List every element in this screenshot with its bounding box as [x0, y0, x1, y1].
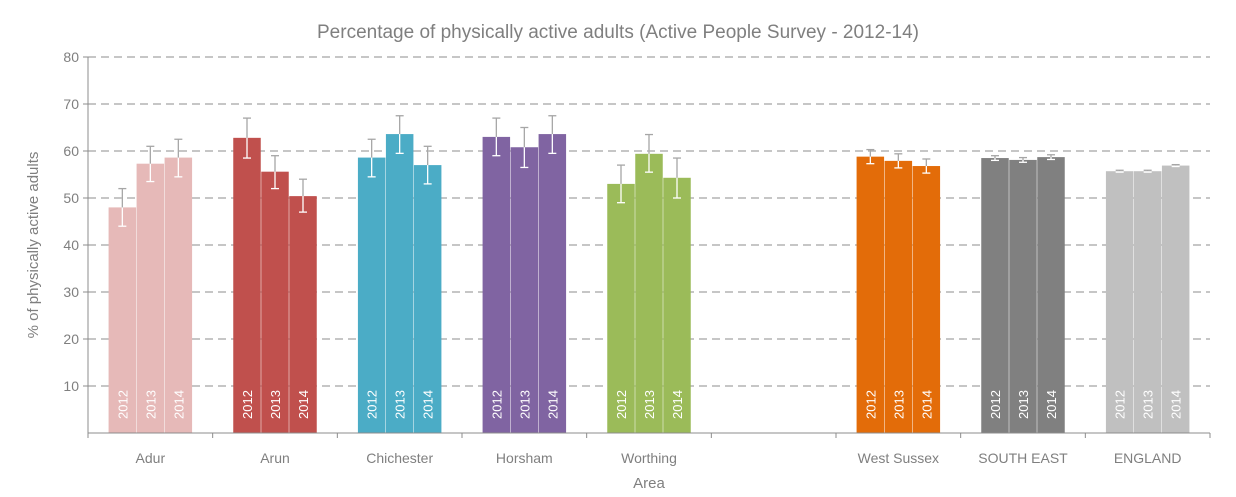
bar-year-label: 2012: [115, 390, 130, 419]
bar: [510, 147, 539, 434]
y-tick-label: 50: [63, 190, 79, 206]
bar-year-label: 2012: [863, 390, 878, 419]
bar: [856, 156, 885, 433]
bar-year-label: 2014: [1169, 390, 1184, 419]
y-tick-label: 10: [63, 378, 79, 394]
category-label: ENGLAND: [1114, 450, 1182, 466]
bar-year-label: 2013: [1141, 390, 1156, 419]
bar: [482, 136, 511, 433]
y-tick-label: 40: [63, 237, 79, 253]
bar-year-label: 2014: [1044, 390, 1059, 419]
bar: [1133, 171, 1162, 433]
bar-year-label: 2013: [393, 390, 408, 419]
bar-year-label: 2014: [421, 390, 436, 419]
category-labels: Adur Arun Chichester Horsham Worthing West Su…: [136, 450, 1182, 466]
category-label: West Sussex: [858, 450, 939, 466]
bar-year-label: 2012: [489, 390, 504, 419]
category-label: Horsham: [496, 450, 553, 466]
axes: [87, 57, 1211, 438]
y-axis-ticks: 10 20 30 40 50 60 70 80: [63, 49, 88, 394]
y-axis-label: % of physically active adults: [25, 152, 42, 339]
bar: [164, 157, 193, 433]
y-tick-label: 20: [63, 331, 79, 347]
bar: [136, 163, 165, 433]
bar-year-label: 2014: [296, 390, 311, 419]
bar: [233, 137, 261, 433]
x-axis-label: Area: [633, 475, 665, 492]
bar: [385, 134, 414, 433]
bar-year-label: 2014: [670, 390, 685, 419]
category-label: Adur: [136, 450, 166, 466]
bar: [884, 160, 913, 433]
bar: [413, 165, 442, 433]
bar-year-label: 2014: [919, 390, 934, 419]
bar: [1161, 165, 1190, 433]
bar-year-label: 2013: [1016, 390, 1031, 419]
bar-year-label: 2012: [1113, 390, 1128, 419]
bar-year-label: 2013: [642, 390, 657, 419]
bar: [289, 196, 317, 433]
category-label: Arun: [260, 450, 290, 466]
bar: [607, 183, 635, 433]
y-tick-label: 60: [63, 143, 79, 159]
y-tick-label: 30: [63, 284, 79, 300]
category-label: Worthing: [621, 450, 677, 466]
bar-year-label: 2013: [143, 390, 158, 419]
bar-year-label: 2014: [171, 390, 186, 419]
bar: [981, 158, 1009, 434]
bar: [663, 177, 691, 433]
bar: [912, 166, 941, 434]
bar-year-label: 2013: [517, 390, 532, 419]
bar-year-label: 2014: [545, 390, 560, 419]
bar: [108, 207, 137, 433]
bar: [1105, 171, 1134, 433]
bar-year-label: 2012: [240, 390, 255, 419]
bar-year-label: 2012: [988, 390, 1003, 419]
bar: [538, 134, 567, 433]
chart-title: Percentage of physically active adults (…: [317, 22, 919, 43]
bar: [261, 171, 289, 433]
bar: [1009, 159, 1037, 433]
y-tick-label: 80: [63, 49, 79, 65]
bar: [357, 157, 386, 433]
bar-year-label: 2012: [614, 390, 629, 419]
bar-year-label: 2013: [891, 390, 906, 419]
y-tick-label: 70: [63, 96, 79, 112]
bars: 2012 2013 2014 2012 2013 2014 2012 2013 2014 2012…: [108, 115, 1190, 434]
bar-year-label: 2012: [365, 390, 380, 419]
category-label: Chichester: [366, 450, 433, 466]
bar: [1037, 157, 1065, 434]
bar: [635, 153, 663, 433]
bar-year-label: 2013: [268, 390, 283, 419]
category-label: SOUTH EAST: [978, 450, 1068, 466]
